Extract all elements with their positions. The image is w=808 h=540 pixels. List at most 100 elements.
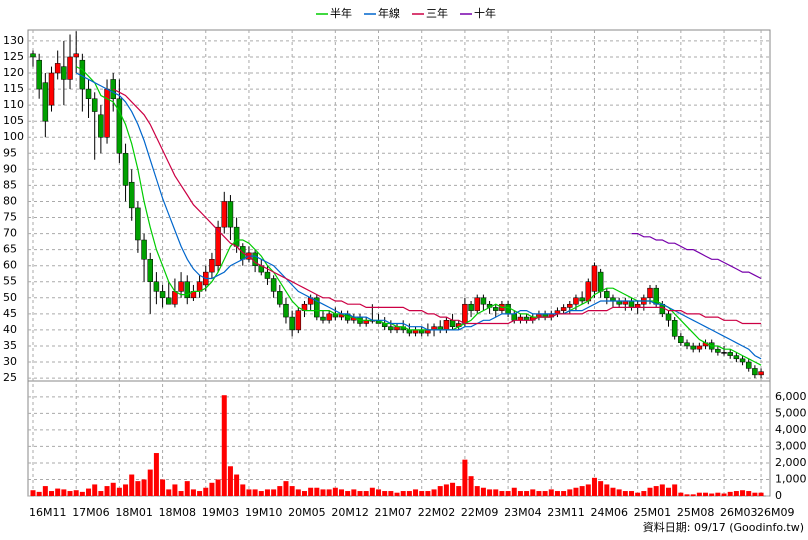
candle-body xyxy=(320,316,326,321)
volume-bar xyxy=(499,491,505,496)
candle-body xyxy=(721,352,727,354)
volume-bar xyxy=(141,479,147,496)
volume-bar xyxy=(110,482,116,496)
candle-body xyxy=(678,336,684,344)
candle-body xyxy=(462,303,468,324)
x-tick-label: 19M10 xyxy=(245,506,283,519)
volume-bar xyxy=(561,491,567,496)
candle-body xyxy=(178,281,184,292)
volume-bar xyxy=(190,489,196,496)
volume-bar xyxy=(301,491,307,496)
candle-body xyxy=(443,320,450,331)
volume-bar xyxy=(715,492,721,496)
candle-body xyxy=(647,287,653,299)
volume-bar xyxy=(394,492,400,496)
y-tick-label: 115 xyxy=(3,82,24,95)
candle-body xyxy=(739,358,746,363)
candle-body xyxy=(48,72,55,106)
volume-bar xyxy=(517,491,523,496)
volume-bar xyxy=(604,484,610,496)
volume-bar xyxy=(277,486,283,496)
moving-average-line xyxy=(112,88,762,325)
volume-bar xyxy=(548,489,554,496)
volume-bar xyxy=(554,491,560,496)
volume-bar xyxy=(314,487,320,496)
volume-bar xyxy=(215,479,221,496)
y-tick-label: 30 xyxy=(3,355,17,368)
volume-bar xyxy=(166,489,172,496)
volume-bar xyxy=(696,492,702,496)
volume-bar xyxy=(129,474,135,496)
x-tick-label: 22M09 xyxy=(461,506,499,519)
y-tick-label: 40 xyxy=(3,323,17,336)
volume-bar xyxy=(425,491,431,496)
candle-body xyxy=(289,316,295,331)
candle-body xyxy=(209,259,215,273)
volume-bar xyxy=(628,491,634,496)
candle-body xyxy=(573,297,579,305)
y-tick-label: 110 xyxy=(3,98,24,111)
volume-bar xyxy=(221,395,227,496)
volume-bar xyxy=(462,459,468,496)
x-tick-label: 18M01 xyxy=(115,506,153,519)
x-tick-label: 21M07 xyxy=(375,506,413,519)
legend-label: 三年 xyxy=(426,6,448,20)
candle-body xyxy=(36,59,42,90)
volume-bar xyxy=(388,491,394,496)
candle-body xyxy=(690,345,696,350)
x-tick-label: 26M09 xyxy=(757,506,795,519)
volume-bar xyxy=(234,474,240,496)
candle-body xyxy=(585,281,592,302)
volume-bar xyxy=(345,491,351,496)
volume-bar xyxy=(406,491,412,496)
candle-body xyxy=(264,271,271,279)
volume-bar xyxy=(339,489,344,496)
candle-body xyxy=(98,114,104,138)
volume-bar xyxy=(579,486,585,496)
volume-bar xyxy=(659,484,665,496)
candle-body xyxy=(221,201,228,228)
candle-body xyxy=(122,153,129,186)
volume-bar xyxy=(635,492,641,496)
volume-bar xyxy=(758,492,764,496)
volume-bar xyxy=(468,476,474,496)
legend-label: 半年 xyxy=(330,6,352,20)
volume-bar xyxy=(530,489,536,496)
candle-body xyxy=(277,291,283,305)
candle-body xyxy=(215,226,221,266)
moving-average-line xyxy=(631,233,762,280)
x-tick-label: 20M05 xyxy=(288,506,326,519)
candle-body xyxy=(733,355,740,360)
volume-bar xyxy=(73,490,79,496)
candle-body xyxy=(85,88,92,99)
candle-body xyxy=(42,82,49,122)
volume-bar xyxy=(123,484,129,496)
volume-bar xyxy=(160,479,166,496)
volume-bar xyxy=(727,491,733,496)
candle-body xyxy=(116,98,123,154)
volume-bar xyxy=(419,491,425,496)
volume-bar xyxy=(431,489,437,496)
y-tick-label: 80 xyxy=(3,194,17,207)
x-tick-label: 23M04 xyxy=(504,506,541,519)
volume-bar xyxy=(598,481,604,496)
candle-body xyxy=(30,53,36,58)
candle-body xyxy=(567,303,573,308)
volume-bar xyxy=(647,487,653,496)
x-tick-label: 25M08 xyxy=(677,506,715,519)
volume-bar xyxy=(283,481,289,496)
candle-body xyxy=(597,271,604,292)
volume-bar xyxy=(246,489,252,496)
volume-bar xyxy=(86,488,92,496)
y-tick-label: 25 xyxy=(3,371,17,384)
candle-body xyxy=(671,320,678,337)
volume-bar xyxy=(240,484,246,496)
candle-body xyxy=(468,303,474,311)
volume-bar xyxy=(703,492,709,496)
y-tick-label: 95 xyxy=(3,146,17,159)
y-tick-label: 130 xyxy=(3,34,24,47)
volume-bar xyxy=(567,489,573,496)
candle-body xyxy=(511,313,518,321)
volume-bar xyxy=(98,491,104,496)
volume-bar xyxy=(326,489,332,496)
